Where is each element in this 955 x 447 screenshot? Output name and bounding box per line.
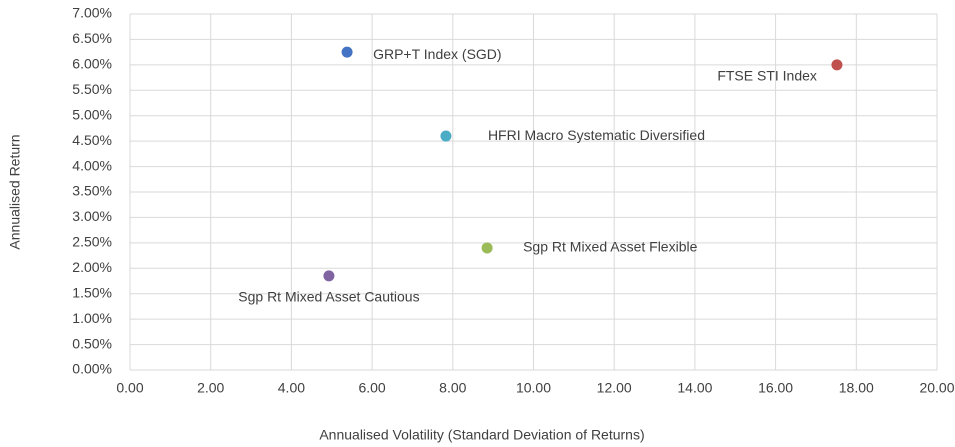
y-tick-label: 6.00% xyxy=(72,56,112,72)
point xyxy=(481,242,493,254)
point xyxy=(323,270,335,282)
x-tick-label: 6.00 xyxy=(358,380,385,396)
x-tick-label: 2.00 xyxy=(197,380,224,396)
y-tick-label: 4.00% xyxy=(72,157,112,173)
y-tick-label: 1.00% xyxy=(72,310,112,326)
y-tick-label: 3.00% xyxy=(72,208,112,224)
x-axis-label: Annualised Volatility (Standard Deviatio… xyxy=(319,427,644,443)
y-tick-label: 3.50% xyxy=(72,183,112,199)
y-tick-label: 4.50% xyxy=(72,132,112,148)
x-tick-label: 12.00 xyxy=(597,380,632,396)
x-tick-label: 20.00 xyxy=(919,380,954,396)
point-label: GRP+T Index (SGD) xyxy=(373,46,502,62)
x-tick-label: 14.00 xyxy=(677,380,712,396)
y-axis-label: Annualised Return xyxy=(7,134,23,249)
x-tick-label: 10.00 xyxy=(516,380,551,396)
x-tick-label: 16.00 xyxy=(758,380,793,396)
x-tick-label: 8.00 xyxy=(439,380,466,396)
x-tick-label: 0.00 xyxy=(116,380,143,396)
point-label: HFRI Macro Systematic Diversified xyxy=(488,127,705,143)
y-tick-label: 7.00% xyxy=(72,5,112,21)
y-tick-label: 5.00% xyxy=(72,106,112,122)
point xyxy=(440,130,452,142)
point xyxy=(831,59,843,71)
x-tick-label: 4.00 xyxy=(278,380,305,396)
y-tick-label: 0.50% xyxy=(72,335,112,351)
point-label: Sgp Rt Mixed Asset Flexible xyxy=(523,239,698,255)
x-tick-label: 18.00 xyxy=(839,380,874,396)
point xyxy=(341,46,353,58)
y-tick-label: 1.50% xyxy=(72,284,112,300)
y-tick-label: 5.50% xyxy=(72,81,112,97)
y-tick-label: 2.00% xyxy=(72,259,112,275)
y-tick-label: 6.50% xyxy=(72,30,112,46)
y-tick-label: 0.00% xyxy=(72,361,112,377)
point-label: FTSE STI Index xyxy=(717,68,817,84)
point-label: Sgp Rt Mixed Asset Cautious xyxy=(238,289,419,305)
y-tick-label: 2.50% xyxy=(72,234,112,250)
